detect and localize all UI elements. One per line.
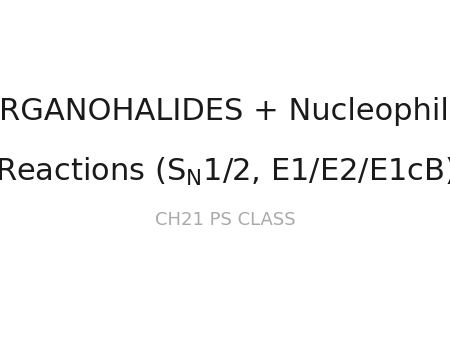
Text: Reactions (S$_\mathregular{N}$1/2, E1/E2/E1cB): Reactions (S$_\mathregular{N}$1/2, E1/E2… [0,156,450,188]
Text: ORGANOHALIDES + Nucleophilic: ORGANOHALIDES + Nucleophilic [0,97,450,126]
Text: CH21 PS CLASS: CH21 PS CLASS [155,211,295,229]
